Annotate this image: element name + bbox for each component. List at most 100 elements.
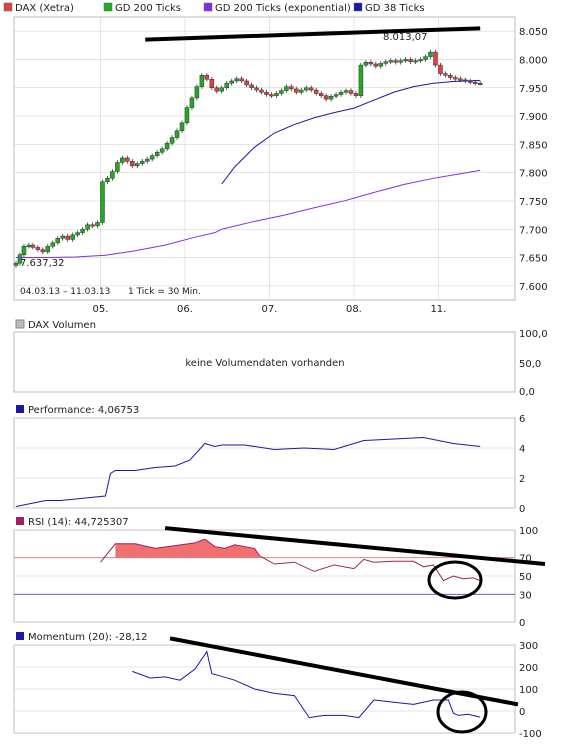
price-series: [13, 26, 483, 268]
legend-label: GD 200 Ticks: [115, 3, 181, 14]
candle-body: [125, 157, 130, 162]
momentum-line: [132, 650, 481, 719]
legend-swatch: [3, 2, 13, 12]
performance-y-tick-label: 6: [519, 414, 525, 425]
performance-y-tick-label: 0: [519, 504, 525, 515]
candle-body: [363, 62, 369, 66]
tick-note-label: 1 Tick = 30 Min.: [128, 287, 201, 297]
candle-body: [65, 235, 70, 240]
candle-body: [40, 249, 46, 253]
candle-body: [458, 78, 463, 81]
candle-body: [428, 51, 433, 57]
price-max-label: 8.013,07: [383, 32, 428, 43]
performance-title: Performance: 4,06753: [28, 405, 139, 416]
candle-body: [259, 89, 264, 93]
candle-body: [60, 235, 65, 239]
price-trendline: [145, 26, 481, 42]
volume-message: keine Volumendaten vorhanden: [185, 358, 344, 369]
gd200-exp-line: [16, 169, 481, 259]
date-range-label: 04.03.13 – 11.03.13: [20, 287, 110, 297]
candle-body: [85, 224, 90, 230]
momentum-series: -100 0 100 200 300: [14, 636, 542, 740]
x-tick-label: 05.: [92, 304, 108, 315]
gd38-line: [221, 79, 481, 185]
performance-y-tick-label: 2: [519, 474, 525, 485]
price-y-ticks: 7.600 7.650 7.700 7.750 7.800 7.850 7.900 7.950…: [519, 27, 548, 293]
candle-body: [448, 75, 453, 78]
candle-body: [80, 229, 85, 233]
performance-line: [15, 436, 481, 507]
candle-body: [413, 60, 418, 63]
candle-body: [294, 88, 299, 93]
legend-label: DAX (Xetra): [15, 3, 74, 14]
candle-body: [184, 107, 190, 124]
candle-body: [55, 238, 60, 244]
legend-swatch: [103, 2, 113, 12]
candle-body: [477, 82, 483, 85]
momentum-y-tick-label: 300: [519, 641, 538, 652]
candle-body: [194, 86, 200, 99]
rsi-trendline: [164, 526, 546, 567]
x-tick-label: 11.: [430, 304, 446, 315]
performance-plot-area: [13, 417, 516, 509]
candle-body: [239, 78, 244, 82]
performance-y-tick-label: 4: [519, 444, 525, 455]
momentum-highlight-circle: [436, 690, 488, 734]
candle-body: [105, 178, 110, 182]
rsi-series: 0 30 50 70 100: [14, 526, 546, 629]
price-y-tick-label: 8.050: [519, 27, 548, 38]
candle-body: [149, 155, 155, 160]
candle-body: [333, 94, 339, 97]
candle-body: [70, 234, 75, 240]
legend-label: GD 200 Ticks (exponential): [215, 3, 351, 14]
candle-body: [443, 73, 448, 76]
rsi-line: [100, 538, 481, 582]
price-plot-area: [13, 16, 516, 301]
candle-body: [472, 81, 478, 84]
candle-body: [120, 157, 125, 163]
rsi-title: RSI (14): 44,725307: [28, 517, 129, 528]
candle-body: [50, 242, 56, 247]
momentum-y-tick-label: 0: [519, 707, 525, 718]
candle-body: [318, 93, 324, 96]
price-y-tick-label: 7.700: [519, 225, 548, 236]
candle-body: [164, 142, 170, 150]
candle-body: [423, 56, 428, 60]
candle-body: [17, 254, 23, 264]
price-y-tick-label: 7.950: [519, 84, 548, 95]
candle-body: [433, 51, 438, 66]
candle-body: [189, 97, 195, 108]
volume-ytick-50: 50,0: [519, 359, 541, 370]
candle-body: [75, 232, 80, 236]
candle-body: [214, 87, 220, 92]
rsi-y-tick-label: 0: [519, 618, 525, 629]
price-y-tick-label: 7.750: [519, 197, 548, 208]
candle-body: [388, 60, 393, 63]
candle-body: [303, 87, 309, 91]
candle-body: [398, 60, 403, 63]
candle-body: [343, 90, 349, 93]
candle-body: [144, 158, 150, 162]
price-y-tick-label: 7.850: [519, 140, 548, 151]
performance-legend-swatch: [16, 405, 24, 413]
price-y-tick-label: 7.650: [519, 254, 548, 265]
candle-body: [13, 262, 19, 266]
candle-body: [100, 181, 105, 223]
candle-body: [338, 92, 344, 95]
x-tick-label: 08.: [346, 304, 362, 315]
price-y-tick-label: 8.000: [519, 55, 548, 66]
candle-body: [353, 93, 359, 96]
candle-body: [204, 75, 210, 80]
candle-body: [179, 122, 185, 132]
candle-body: [323, 95, 329, 100]
candle-body: [403, 59, 408, 62]
x-tick-label: 06.: [177, 304, 193, 315]
volume-ytick-100: 100,0: [519, 329, 548, 340]
momentum-title: Momentum (20): -28,12: [28, 632, 147, 643]
momentum-legend-swatch: [16, 632, 24, 640]
price-y-tick-label: 7.800: [519, 169, 548, 180]
candle-body: [284, 86, 289, 91]
candle-body: [139, 161, 145, 164]
candle-body: [274, 93, 279, 96]
candle-body: [393, 60, 398, 63]
